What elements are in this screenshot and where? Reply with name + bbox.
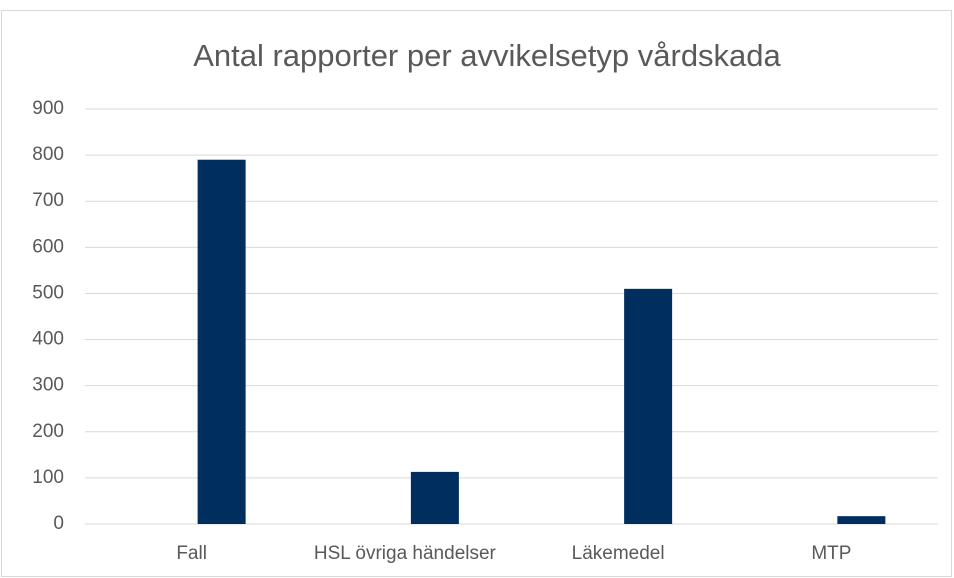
x-tick-label: HSL övriga händelser — [314, 543, 497, 564]
chart-title: Antal rapporter per avvikelsetyp vårdska… — [193, 38, 781, 73]
bar — [410, 471, 459, 524]
y-tick-label: 400 — [32, 329, 64, 350]
y-tick-label: 100 — [32, 467, 64, 488]
y-tick-label: 700 — [32, 190, 64, 211]
y-tick-label: 0 — [53, 513, 64, 534]
bar — [837, 516, 886, 524]
y-tick-label: 800 — [32, 144, 64, 165]
y-tick-label: 200 — [32, 421, 64, 442]
x-tick-label: Fall — [176, 543, 207, 564]
y-tick-label: 600 — [32, 236, 64, 257]
bar — [197, 159, 246, 524]
y-tick-label: 900 — [32, 98, 64, 119]
bar — [624, 288, 673, 524]
x-tick-label: MTP — [811, 543, 851, 564]
y-tick-label: 300 — [32, 375, 64, 396]
y-tick-label: 500 — [32, 282, 64, 303]
x-tick-label: Läkemedel — [572, 543, 665, 564]
